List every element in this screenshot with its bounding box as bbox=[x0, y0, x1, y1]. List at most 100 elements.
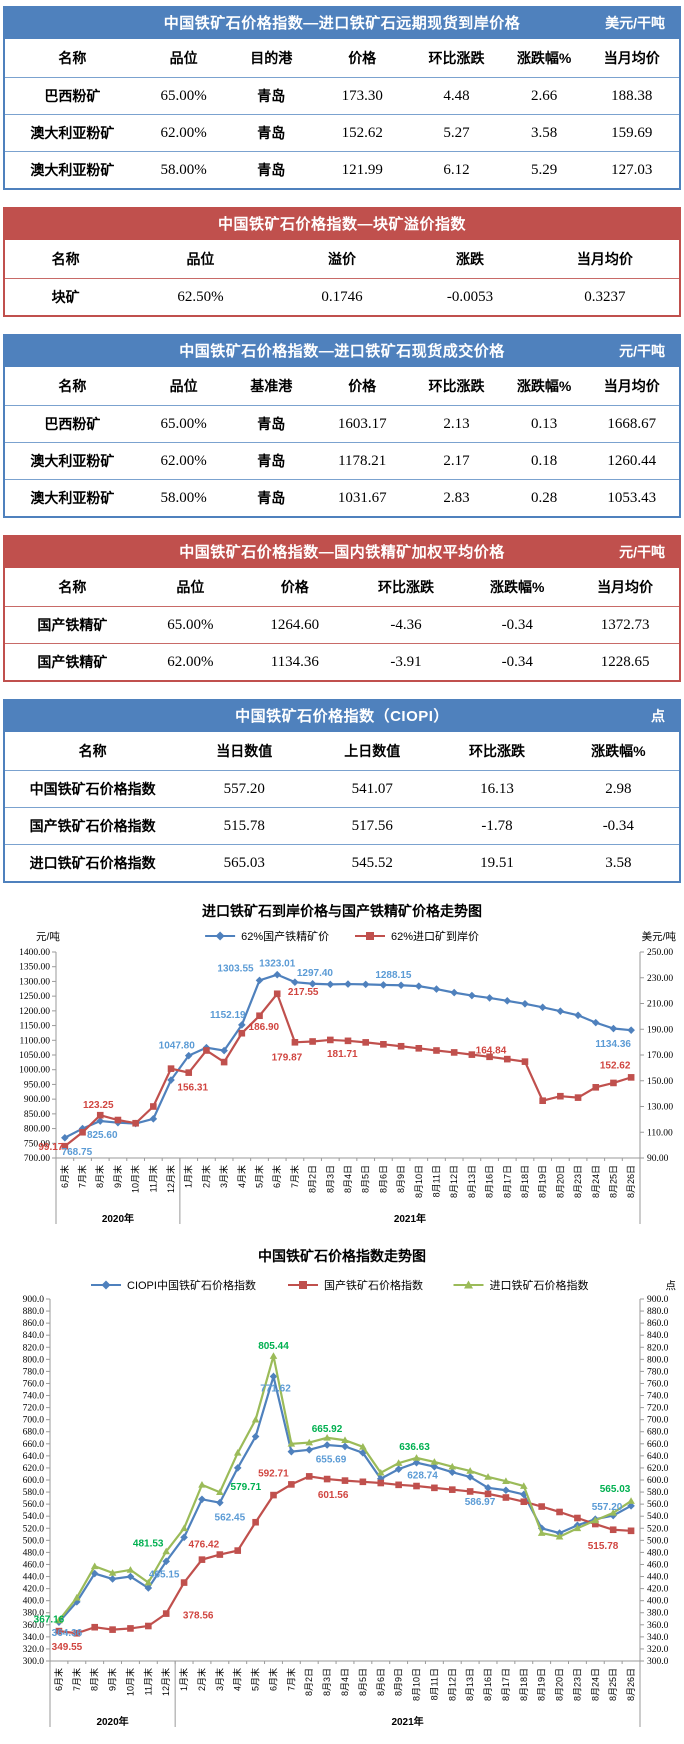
chart-legend: 62%国产铁精矿价 62%进口矿到岸价 bbox=[205, 929, 479, 943]
data-label: 655.69 bbox=[316, 1454, 347, 1465]
data-table: 名称 品位 价格 环比涨跌 涨跌幅% 当月均价 国产铁精矿 65.00% 126… bbox=[5, 568, 679, 680]
series-marker bbox=[344, 980, 352, 988]
x-axis-labels: 6月末 7月末 8月末 9月末 10月末 11月末 12月末 1月末 2月末 3月末 4月末 5月末 6… bbox=[55, 1158, 641, 1198]
series-marker bbox=[144, 1584, 153, 1592]
cell: 159.69 bbox=[584, 114, 679, 152]
series-marker bbox=[468, 1051, 476, 1058]
data-label: 825.60 bbox=[87, 1130, 118, 1141]
table-domestic-concentrate-price: 中国铁矿石价格指数—国内铁精矿加权平均价格 元/干吨 名称 品位 价格 环比涨跌… bbox=[3, 535, 681, 682]
series-marker bbox=[305, 1438, 314, 1446]
cell: 58.00% bbox=[160, 161, 207, 178]
x-axis-label: 6月末 bbox=[59, 1165, 70, 1188]
legend-label: 国产铁矿石价格指数 bbox=[324, 1278, 423, 1292]
cell: 青岛 bbox=[227, 114, 316, 152]
x-axis-label: 10月末 bbox=[124, 1668, 135, 1696]
x-axis-label: 8月13日 bbox=[467, 1165, 477, 1198]
series-marker bbox=[502, 1494, 510, 1501]
col-header: 溢价 bbox=[274, 240, 410, 279]
x-axis-label: 8月20日 bbox=[555, 1668, 565, 1701]
series-marker bbox=[412, 1458, 421, 1467]
col-header: 名称 bbox=[5, 732, 181, 771]
x-axis-label: 8月9日 bbox=[396, 1165, 406, 1193]
series-marker bbox=[412, 1454, 421, 1461]
cell: 2.98 bbox=[557, 770, 679, 808]
col-header: 名称 bbox=[5, 367, 140, 406]
left-axis-tick: 320.0 bbox=[23, 1645, 45, 1655]
series-marker bbox=[256, 1012, 263, 1020]
right-axis-tick: 900.0 bbox=[647, 1295, 669, 1305]
right-axis-tick: 640.0 bbox=[647, 1452, 669, 1462]
cell: 1260.44 bbox=[584, 442, 679, 480]
data-label: 665.92 bbox=[312, 1424, 343, 1435]
data-label: 771.62 bbox=[260, 1383, 291, 1394]
legend-label: 62%进口矿到岸价 bbox=[391, 930, 479, 943]
left-axis-tick: 750.00 bbox=[24, 1139, 50, 1149]
data-label: 1288.15 bbox=[375, 970, 412, 981]
series-marker bbox=[238, 1029, 246, 1037]
series-marker bbox=[468, 991, 476, 1000]
series-marker bbox=[203, 1047, 210, 1054]
right-axis-tick: 210.00 bbox=[647, 1000, 673, 1010]
cell: -1.78 bbox=[436, 807, 558, 845]
col-header: 环比涨跌 bbox=[348, 568, 464, 607]
x-axis-label: 8月16日 bbox=[483, 1668, 493, 1701]
series-marker bbox=[287, 1447, 296, 1456]
series-marker bbox=[486, 1053, 493, 1061]
left-axis-tick: 360.0 bbox=[23, 1621, 45, 1631]
left-axis-tick: 480.0 bbox=[23, 1548, 45, 1558]
left-axis-tick: 900.0 bbox=[23, 1295, 45, 1305]
series-marker bbox=[55, 1627, 63, 1635]
cell-name: 巴西粉矿 bbox=[5, 77, 140, 115]
col-header: 价格 bbox=[240, 568, 349, 607]
col-header: 基准港 bbox=[227, 367, 316, 406]
series-62%进口矿到岸价 bbox=[61, 990, 635, 1150]
series-marker bbox=[198, 1481, 206, 1488]
series-marker bbox=[198, 1556, 206, 1563]
series-marker bbox=[415, 1045, 423, 1052]
cell: 1603.17 bbox=[315, 405, 410, 443]
series-marker bbox=[556, 1007, 565, 1015]
right-axis-tick: 130.00 bbox=[647, 1103, 673, 1113]
cell: 16.13 bbox=[436, 770, 558, 808]
cell: 1031.67 bbox=[337, 489, 387, 506]
table-row: 国产铁精矿 65.00% 1264.60 -4.36 -0.34 1372.73 bbox=[5, 606, 679, 644]
left-axis-tick: 500.0 bbox=[23, 1536, 45, 1546]
series-marker bbox=[609, 1024, 618, 1033]
right-axis-tick: 500.0 bbox=[647, 1536, 669, 1546]
cell: 541.07 bbox=[308, 770, 437, 808]
left-axis-tick: 820.0 bbox=[23, 1343, 45, 1353]
series-marker bbox=[520, 1498, 528, 1506]
series-marker bbox=[61, 1133, 69, 1142]
left-axis-tick: 440.0 bbox=[23, 1573, 45, 1583]
series-marker bbox=[299, 1281, 307, 1289]
x-axis-label: 8月17日 bbox=[502, 1165, 512, 1198]
series-marker bbox=[397, 981, 405, 990]
cell-name: 中国铁矿石价格指数 bbox=[5, 770, 181, 808]
series-marker bbox=[167, 1065, 175, 1072]
left-axis-tick: 380.0 bbox=[23, 1609, 45, 1619]
x-axis-label: 8月末 bbox=[94, 1165, 105, 1188]
series-marker bbox=[397, 1042, 405, 1050]
series-marker bbox=[414, 982, 423, 990]
cell: -0.34 bbox=[463, 606, 572, 644]
series-marker bbox=[448, 1462, 457, 1470]
cell: 1372.73 bbox=[571, 606, 679, 644]
table-lump-premium-index: 中国铁矿石价格指数—块矿溢价指数 名称 品位 溢价 涨跌 当月均价 块矿 62.… bbox=[3, 207, 681, 317]
series-marker bbox=[251, 1415, 260, 1423]
series-marker bbox=[502, 1486, 510, 1495]
x-axis-label: 8月2日 bbox=[308, 1165, 318, 1193]
right-axis-tick: 440.0 bbox=[647, 1573, 669, 1583]
data-label: 179.87 bbox=[272, 1052, 303, 1063]
cell-name: 块矿 bbox=[51, 289, 80, 305]
series-marker bbox=[127, 1625, 134, 1632]
cell: 545.52 bbox=[351, 854, 393, 871]
series-marker bbox=[395, 1481, 402, 1489]
cell: 62.00% bbox=[139, 442, 228, 480]
data-label: 349.55 bbox=[52, 1642, 83, 1653]
series-marker bbox=[466, 1473, 474, 1481]
series-marker bbox=[149, 1115, 158, 1123]
series-marker bbox=[609, 1509, 617, 1516]
data-label: 1134.36 bbox=[595, 1039, 631, 1050]
